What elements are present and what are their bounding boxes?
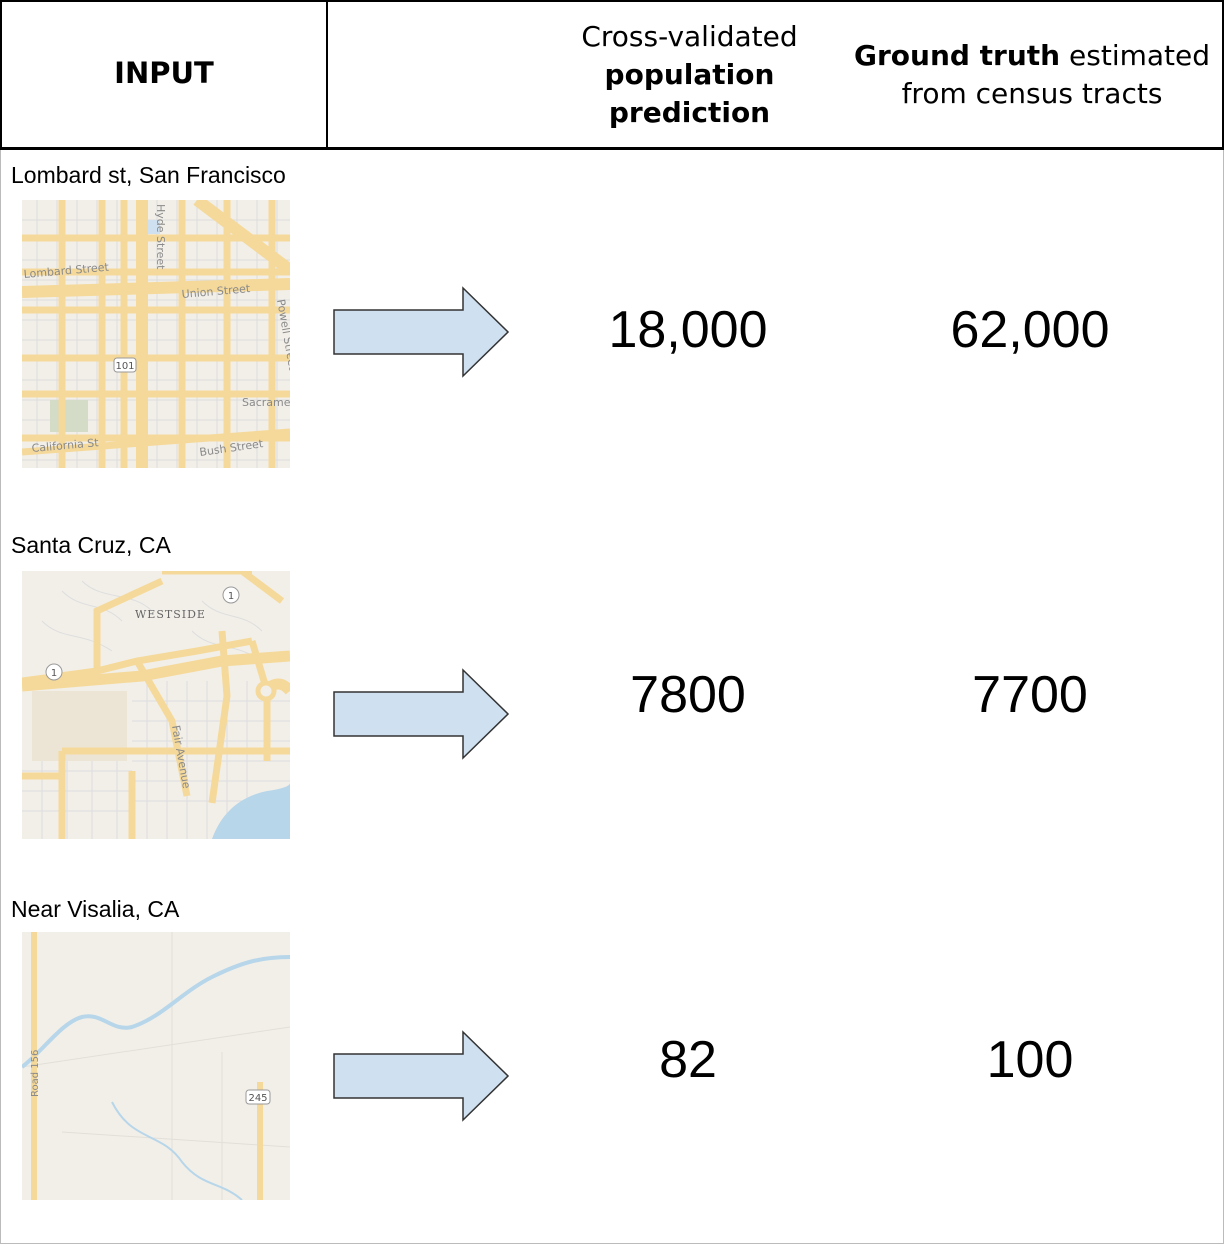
ground-truth-header-rest: estimated [1060,39,1211,72]
header-divider [326,0,328,147]
prediction-header-line1: Cross-validated [581,20,798,53]
prediction-value: 7800 [630,666,746,724]
highway-shield-label: 245 [248,1093,267,1104]
ground-truth-value: 62,000 [950,301,1110,359]
prediction-column-header: Cross-validated population prediction [542,18,837,132]
prediction-value: 82 [659,1031,717,1089]
map-neighborhood-label: WESTSIDE [135,608,206,621]
ground-truth-header-bold: Ground truth [853,39,1061,72]
right-arrow-icon [333,286,510,378]
map-street-label: California St [31,436,100,455]
location-label: Near Visalia, CA [11,896,180,922]
map-street-label: Hyde Street [154,204,167,270]
map-tile-santa-cruz: WESTSIDE Fair Avenue 1 1 [22,571,290,839]
prediction-header-line3: prediction [608,96,771,129]
ground-truth-value: 7700 [972,666,1088,724]
ground-truth-value: 100 [986,1031,1074,1089]
location-label: Lombard st, San Francisco [11,162,286,188]
map-street-label: Union Street [181,282,251,301]
location-label: Santa Cruz, CA [11,532,171,558]
map-road-label: Road 156 [30,1050,41,1097]
right-arrow-icon [333,668,510,760]
highway-shield-label: 101 [115,361,134,372]
input-column-header: INPUT [114,56,214,90]
prediction-header-line2: population [604,58,775,91]
prediction-value: 18,000 [608,301,768,359]
highway-shield-label: 1 [51,668,57,679]
map-tile-visalia: Road 156 245 [22,932,290,1200]
highway-shield-label: 1 [228,591,234,602]
table-header: INPUT Cross-validated population predict… [0,0,1224,150]
map-tile-san-francisco: Lombard Street Union Street Hyde Street … [22,200,290,468]
ground-truth-header-line2: from census tracts [901,77,1163,110]
map-street-label: Sacrame [242,396,290,409]
ground-truth-column-header: Ground truth estimated from census tract… [842,37,1222,113]
right-arrow-icon [333,1030,510,1122]
